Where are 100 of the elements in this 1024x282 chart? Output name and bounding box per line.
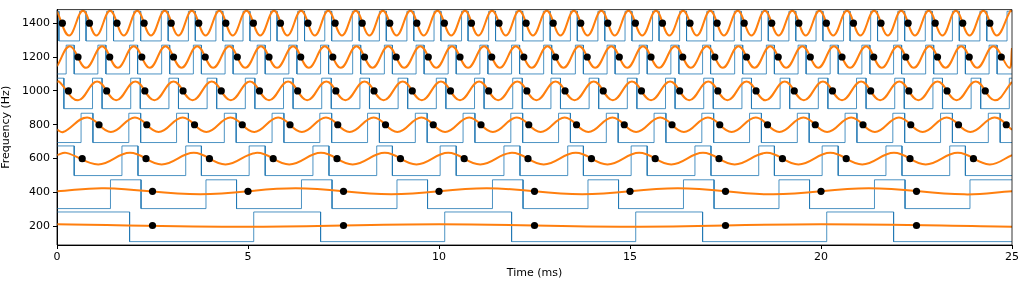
point <box>933 53 942 61</box>
point <box>331 19 339 27</box>
point <box>877 19 885 27</box>
point <box>339 221 348 230</box>
point <box>711 53 719 61</box>
point <box>460 155 468 163</box>
point <box>549 19 557 27</box>
point <box>686 19 694 27</box>
point <box>78 155 86 163</box>
point <box>817 187 825 195</box>
point <box>141 87 149 95</box>
point <box>85 19 94 27</box>
point <box>339 187 348 195</box>
point <box>467 19 476 27</box>
x-tick-label: 10 <box>432 250 446 264</box>
point <box>520 53 528 61</box>
point <box>676 87 684 95</box>
point <box>358 19 366 27</box>
point <box>713 19 721 27</box>
point <box>255 87 264 95</box>
point <box>488 53 496 61</box>
x-tick-label: 20 <box>814 250 828 264</box>
point <box>969 155 978 163</box>
point <box>740 19 748 27</box>
point <box>386 19 394 27</box>
point <box>906 155 914 163</box>
point <box>334 121 342 129</box>
point <box>74 53 82 61</box>
point <box>148 187 157 195</box>
point <box>551 53 560 61</box>
point <box>954 121 963 129</box>
point <box>838 53 846 61</box>
point <box>721 221 730 230</box>
point <box>1002 121 1010 129</box>
point <box>495 19 503 27</box>
point <box>997 53 1005 61</box>
point <box>138 53 146 61</box>
point <box>103 87 111 95</box>
point <box>222 19 230 27</box>
point <box>572 121 581 129</box>
point <box>440 19 448 27</box>
point <box>599 87 607 95</box>
point <box>870 53 878 61</box>
point <box>143 121 151 129</box>
point <box>867 87 875 95</box>
point <box>986 19 994 27</box>
point <box>849 19 858 27</box>
point <box>360 53 369 61</box>
point <box>763 121 772 129</box>
point <box>790 87 798 95</box>
point <box>169 53 178 61</box>
point <box>651 155 659 163</box>
line-series <box>57 45 1012 69</box>
point <box>370 87 378 95</box>
point <box>392 53 400 61</box>
point <box>795 19 803 27</box>
point <box>233 53 241 61</box>
point <box>524 155 532 163</box>
point <box>269 155 277 163</box>
point <box>381 121 390 129</box>
point <box>561 87 569 95</box>
point <box>905 87 913 95</box>
x-tick-label: 0 <box>53 250 61 264</box>
point <box>587 155 596 163</box>
point <box>205 155 214 163</box>
point <box>332 87 340 95</box>
point <box>647 53 655 61</box>
point <box>943 87 951 95</box>
point <box>742 53 751 61</box>
point <box>668 121 676 129</box>
point <box>774 53 782 61</box>
point <box>523 87 531 95</box>
point <box>778 155 787 163</box>
point <box>179 87 187 95</box>
x-tick-label: 25 <box>1005 250 1019 264</box>
point <box>148 221 157 230</box>
point <box>286 121 294 129</box>
point <box>446 87 455 95</box>
point <box>768 19 776 27</box>
point <box>276 19 285 27</box>
point <box>408 87 416 95</box>
point <box>806 53 814 61</box>
point <box>167 19 175 27</box>
point <box>577 19 585 27</box>
point <box>530 187 539 195</box>
point <box>477 121 485 129</box>
point <box>959 19 967 27</box>
x-axis-title: Time (ms) <box>505 266 563 280</box>
point <box>907 121 915 129</box>
point <box>604 19 612 27</box>
point <box>435 187 443 195</box>
y-tick-label: 600 <box>29 151 50 165</box>
point <box>965 53 973 61</box>
point <box>195 19 203 27</box>
point <box>396 155 405 163</box>
point <box>429 121 437 129</box>
point <box>106 53 114 61</box>
point <box>902 53 910 61</box>
point <box>244 187 252 195</box>
y-tick-label: 400 <box>29 185 50 199</box>
